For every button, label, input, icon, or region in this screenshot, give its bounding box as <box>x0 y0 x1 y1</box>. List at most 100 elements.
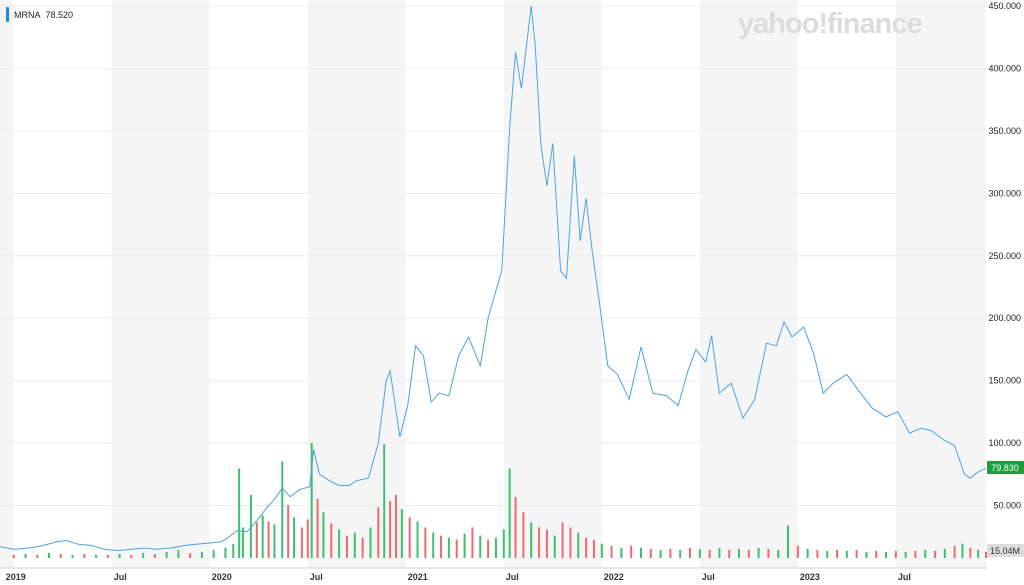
volume-bar <box>718 547 721 558</box>
volume-bar <box>281 461 284 558</box>
volume-bar <box>59 553 62 558</box>
volume-bar <box>177 549 180 558</box>
volume-bar <box>620 547 623 558</box>
volume-bar <box>249 494 252 558</box>
price-tag: 79.830 <box>987 461 1024 474</box>
volume-bar <box>361 537 364 558</box>
volume-bar <box>885 551 888 558</box>
legend-symbol: MRNA <box>14 9 41 20</box>
volume-bar <box>953 545 956 558</box>
volume-bar <box>943 548 946 558</box>
volume-bar <box>630 545 633 558</box>
x-axis: 2019 Jul 2020 Jul 2021 Jul 2022 Jul 2023 Jul <box>0 567 986 582</box>
y-tick-label: 400.000 <box>988 63 1021 73</box>
volume-bar <box>408 517 411 558</box>
volume-bar <box>83 553 86 558</box>
volume-bar <box>569 527 572 558</box>
volume-bar <box>447 537 450 558</box>
volume-bar <box>659 549 662 558</box>
volume-bar <box>522 512 525 558</box>
volume-bar <box>689 547 692 558</box>
volume-bar <box>242 527 245 558</box>
volume-bars <box>12 443 987 558</box>
volume-tag: 15.04M <box>987 544 1024 557</box>
volume-bar <box>698 548 701 558</box>
x-tick-label: 2022 <box>604 572 624 582</box>
volume-bar <box>845 550 848 558</box>
volume-bar <box>826 550 829 558</box>
volume-bar <box>816 549 819 558</box>
y-axis: 450.000 400.000 350.000 300.000 250.000 200.0… <box>988 1 1021 511</box>
volume-bar <box>553 535 556 558</box>
volume-bar <box>400 509 403 558</box>
price-tag-bg <box>987 461 1024 474</box>
volume-bar <box>600 543 603 558</box>
y-tick-label: 350.000 <box>988 126 1021 136</box>
x-tick-label: Jul <box>702 572 715 582</box>
volume-bar <box>261 515 264 558</box>
volume-bar <box>106 554 109 558</box>
volume-bar <box>118 553 121 558</box>
volume-bar <box>875 550 878 558</box>
volume-bar <box>649 548 652 558</box>
volume-bar <box>440 535 443 558</box>
volume-bar <box>747 549 750 558</box>
volume-bar <box>287 505 290 558</box>
volume-bar <box>416 521 419 558</box>
volume-bar <box>679 549 682 558</box>
volume-bar <box>455 539 458 558</box>
volume-bar <box>592 539 595 558</box>
volume-bar <box>224 547 227 558</box>
volume-bar <box>985 551 987 558</box>
volume-bar <box>934 550 937 558</box>
volume-bar <box>757 547 760 558</box>
legend-swatch <box>6 7 9 22</box>
volume-bar <box>238 468 241 558</box>
volume-bar <box>969 547 972 558</box>
volume-bar <box>189 552 192 558</box>
volume-bar <box>36 554 39 558</box>
volume-bar <box>369 527 372 558</box>
y-tick-label: 300.000 <box>988 188 1021 198</box>
volume-bar <box>961 543 964 558</box>
volume-bar <box>479 535 482 558</box>
volume-bar <box>855 549 858 558</box>
volume-bar <box>514 496 517 558</box>
volume-bar <box>806 548 809 558</box>
y-tick-label: 150.000 <box>988 376 1021 386</box>
volume-bar <box>471 527 474 558</box>
volume-bar <box>538 527 541 558</box>
volume-bar <box>200 551 203 558</box>
x-tick-label: Jul <box>506 572 519 582</box>
volume-bar <box>330 523 333 558</box>
horizontal-gridlines <box>0 5 986 507</box>
volume-bar <box>322 512 325 558</box>
shaded-band <box>0 0 14 568</box>
volume-bar <box>708 549 711 558</box>
volume-bar <box>728 549 731 558</box>
shaded-band <box>699 0 798 568</box>
volume-bar <box>777 549 780 558</box>
shaded-band <box>503 0 602 568</box>
legend-value: 78.520 <box>45 9 74 20</box>
x-tick-label: Jul <box>114 572 127 582</box>
volume-bar <box>904 551 907 558</box>
volume-bar <box>130 554 133 558</box>
y-tick-label: 200.000 <box>988 313 1021 323</box>
shaded-band <box>895 0 986 568</box>
volume-bar <box>383 444 386 558</box>
volume-bar <box>310 443 313 558</box>
price-line <box>0 5 987 552</box>
volume-bar <box>610 545 613 558</box>
y-tick-label: 250.000 <box>988 251 1021 261</box>
volume-bar <box>585 537 588 558</box>
volume-bar <box>394 494 397 558</box>
legend[interactable]: MRNA 78.520 <box>6 7 73 22</box>
volume-bar <box>487 539 490 558</box>
volume-bar <box>24 553 27 558</box>
volume-bar <box>977 549 980 558</box>
volume-bar <box>142 552 145 558</box>
volume-bar <box>836 549 839 558</box>
volume-bar <box>494 537 497 558</box>
